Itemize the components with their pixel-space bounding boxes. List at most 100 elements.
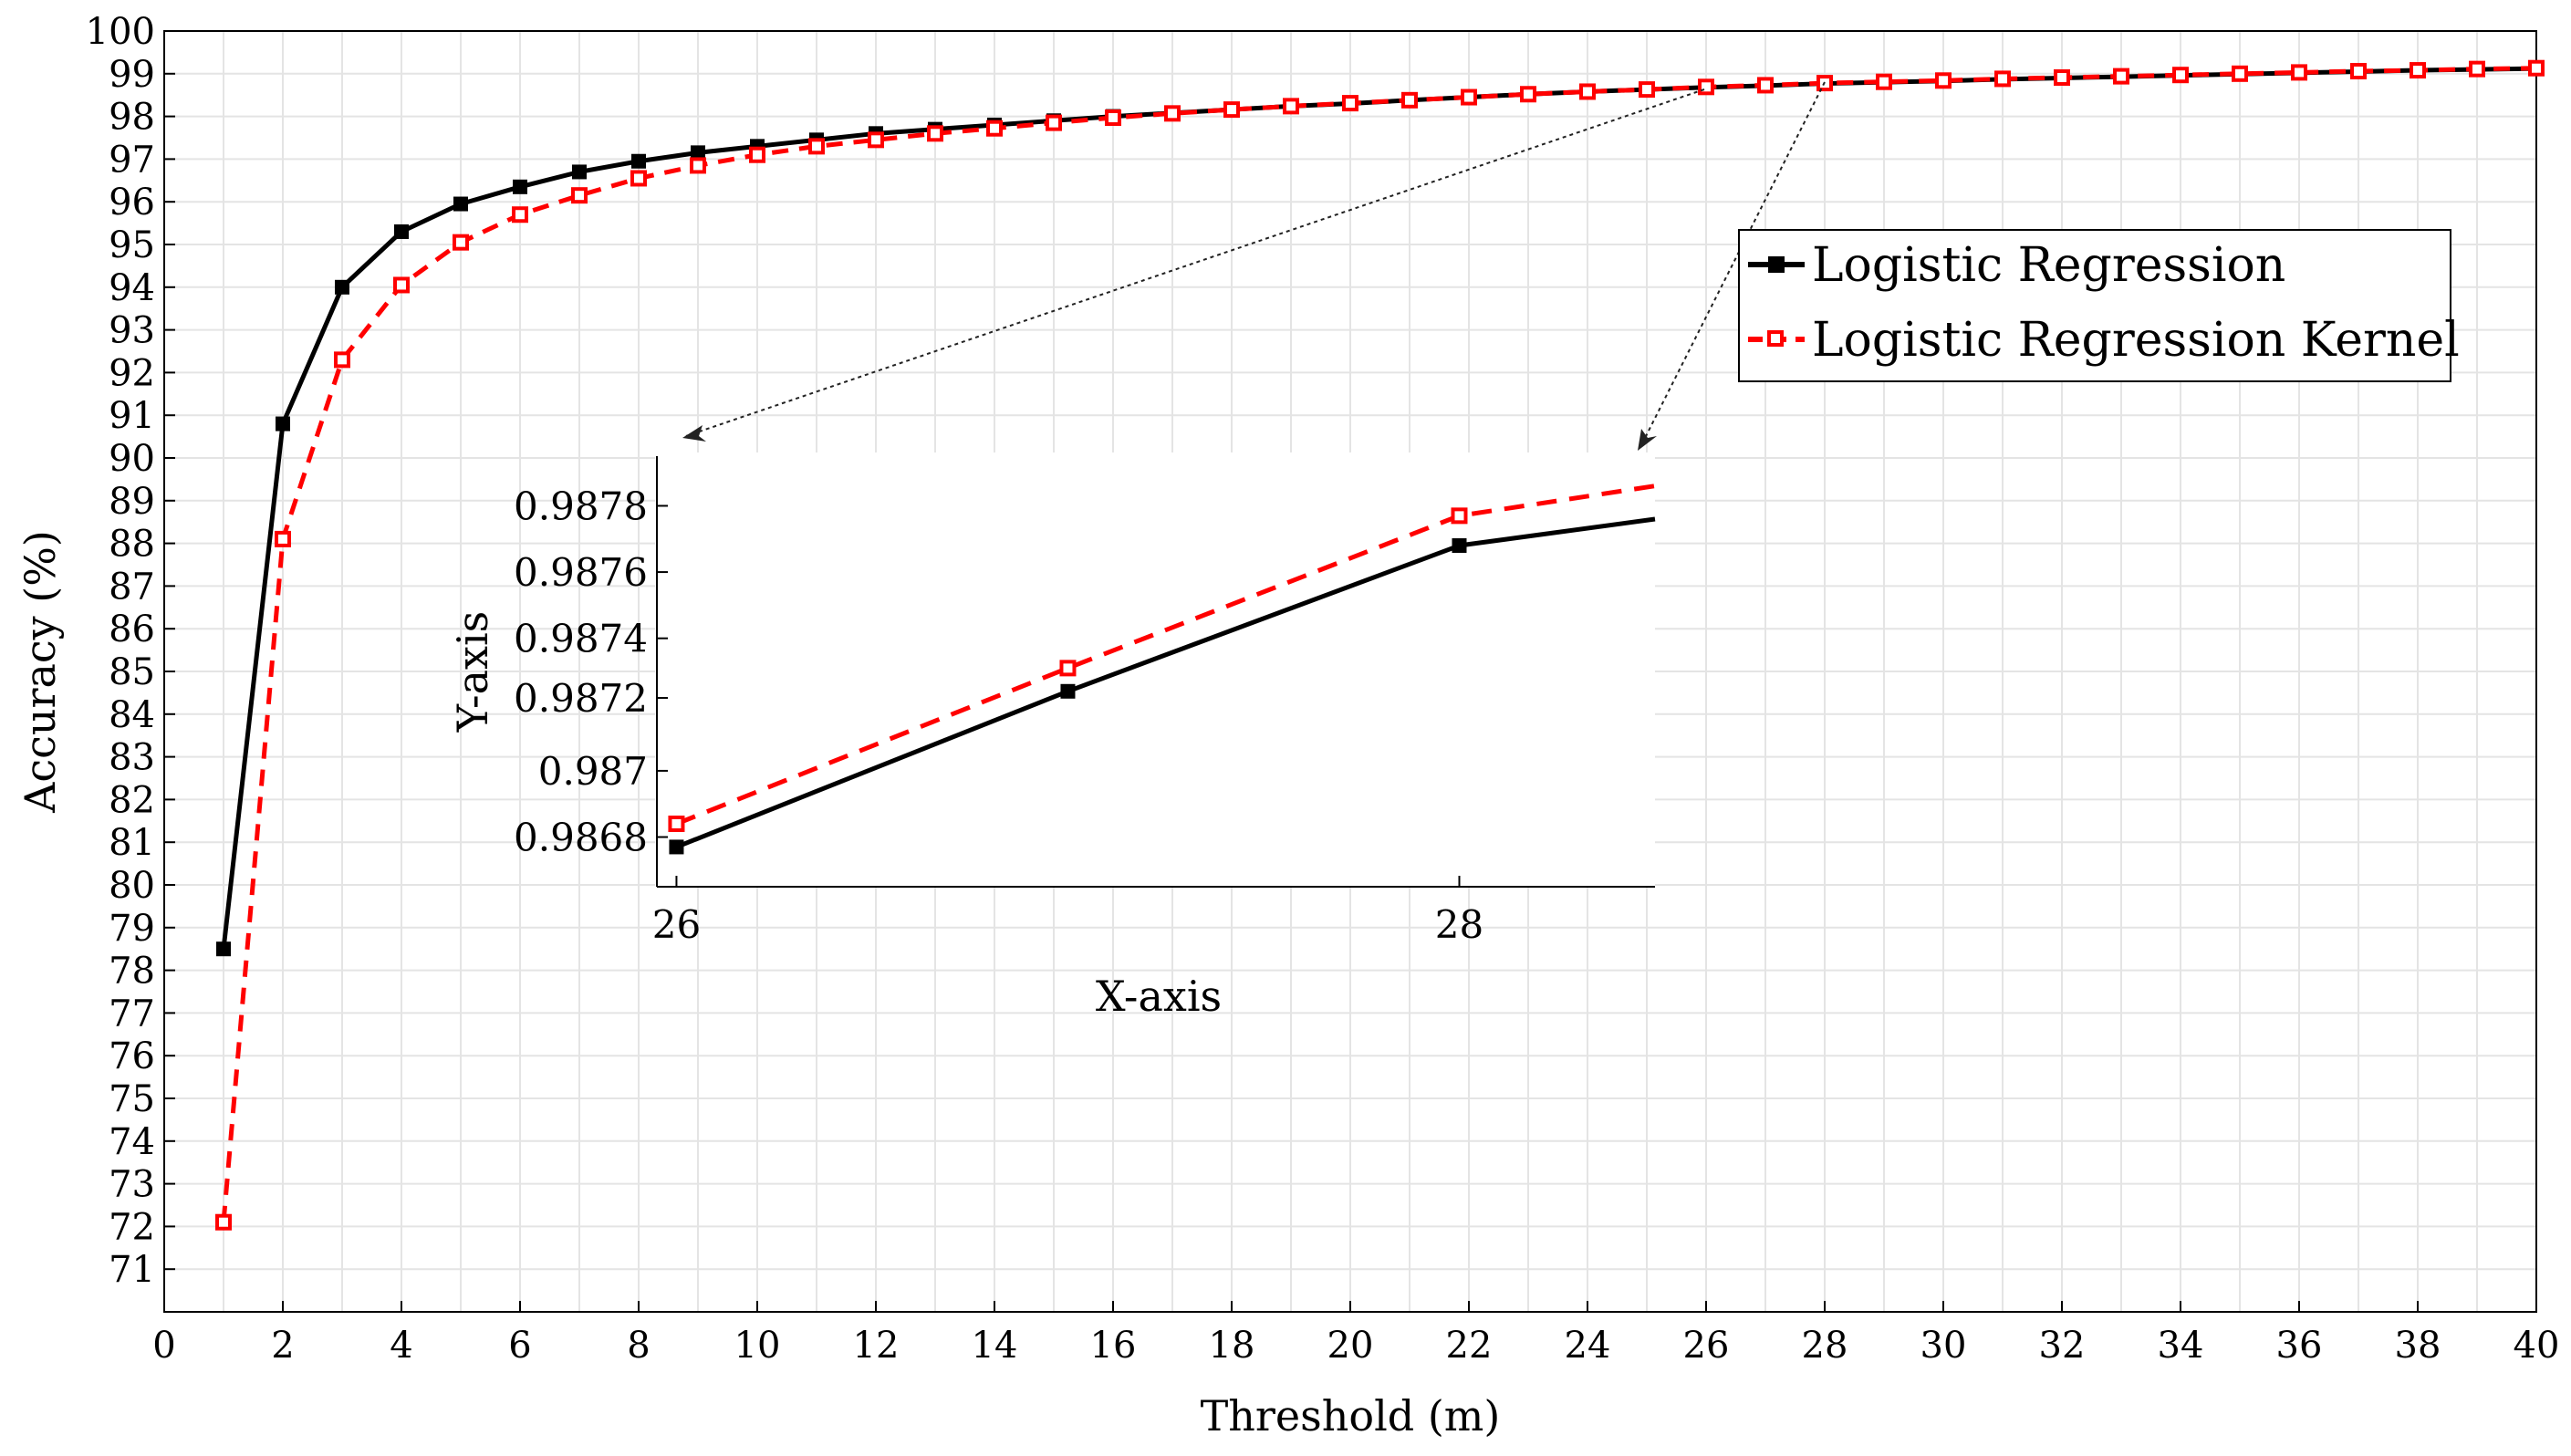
y-tick-label-79: 79 — [109, 908, 155, 950]
legend: Logistic Regression Logistic Regression … — [1738, 229, 2460, 382]
point-logistic-regression-kernel — [1935, 72, 1952, 89]
x-tick-label-32: 32 — [2039, 1325, 2086, 1367]
inset-x-tick-label-26: 26 — [652, 902, 701, 947]
legend-item-logistic-regression: Logistic Regression — [1748, 238, 2285, 293]
inset-y-tick-label-0-9872: 0.9872 — [514, 676, 648, 721]
point-logistic-regression-kernel — [215, 1213, 232, 1231]
point-logistic-regression-kernel — [868, 131, 884, 149]
inset-y-tick-label-0-9868: 0.9868 — [514, 816, 648, 860]
x-tick-label-4: 4 — [390, 1325, 412, 1367]
x-tick-label-40: 40 — [2514, 1325, 2560, 1367]
y-tick-label-100: 100 — [86, 11, 155, 53]
legend-marker-logistic-regression — [1768, 256, 1785, 273]
inset-line-logistic-regression — [675, 516, 1656, 849]
point-logistic-regression-kernel — [2232, 65, 2248, 82]
point-logistic-regression-kernel — [1283, 98, 1299, 115]
point-logistic-regression-kernel — [275, 530, 291, 547]
y-tick-label-81: 81 — [109, 822, 155, 864]
point-logistic-regression — [216, 941, 231, 957]
inset-plot: 26 28 0.9868 0.987 0.9872 0.9874 0.9876 0.9878… — [448, 452, 1656, 1021]
legend-box — [1738, 229, 2451, 382]
x-tick-label-20: 20 — [1327, 1325, 1374, 1367]
point-logistic-regression — [513, 179, 527, 194]
y-tick-label-77: 77 — [109, 993, 155, 1035]
inset-y-tick-label-0-9876: 0.9876 — [514, 550, 648, 595]
inset-line-logistic-regression-kernel — [675, 484, 1656, 827]
point-logistic-regression-kernel — [1579, 83, 1596, 100]
point-logistic-regression-kernel — [2113, 68, 2129, 85]
y-tick-label-82: 82 — [109, 779, 155, 821]
zoom-arrowhead-right — [1638, 429, 1657, 451]
point-logistic-regression-kernel — [1639, 81, 1655, 99]
point-logistic-regression-kernel — [453, 234, 469, 251]
point-logistic-regression-kernel — [1401, 91, 1418, 109]
point-logistic-regression-kernel — [749, 146, 765, 163]
inset-y-axis-title: Y-axis — [448, 611, 497, 733]
y-tick-label-86: 86 — [109, 608, 155, 650]
point-logistic-regression-kernel — [1698, 78, 1714, 96]
x-tick-label-14: 14 — [972, 1325, 1018, 1367]
point-logistic-regression-kernel — [1520, 86, 1536, 103]
y-tick-label-98: 98 — [109, 97, 155, 139]
y-tick-label-75: 75 — [109, 1078, 155, 1120]
point-logistic-regression-kernel — [571, 187, 588, 204]
x-tick-label-10: 10 — [734, 1325, 781, 1367]
y-tick-label-87: 87 — [109, 566, 155, 608]
y-tick-label-91: 91 — [109, 395, 155, 437]
point-logistic-regression — [394, 224, 409, 239]
y-tick-label-76: 76 — [109, 1035, 155, 1077]
y-tick-label-92: 92 — [109, 352, 155, 394]
series-logistic-regression-kernel — [215, 59, 2545, 1231]
point-logistic-regression-kernel — [2291, 64, 2307, 81]
point-logistic-regression — [631, 153, 646, 169]
point-logistic-regression-kernel — [334, 351, 350, 369]
y-tick-label-73: 73 — [109, 1164, 155, 1206]
x-tick-label-18: 18 — [1209, 1325, 1255, 1367]
x-tick-label-6: 6 — [508, 1325, 531, 1367]
x-tick-label-26: 26 — [1683, 1325, 1730, 1367]
point-logistic-regression-kernel — [2469, 60, 2485, 78]
point-logistic-regression-kernel — [1164, 105, 1181, 122]
point-logistic-regression — [453, 196, 468, 212]
x-tick-label-22: 22 — [1446, 1325, 1493, 1367]
y-tick-label-93: 93 — [109, 310, 155, 352]
zoom-connector-right — [1639, 81, 1826, 448]
inset-series-logistic-regression-kernel — [668, 484, 1656, 833]
inset-y-tick-label-0-9878: 0.9878 — [514, 484, 648, 528]
inset-point-logistic-regression-kernel — [1451, 507, 1468, 525]
y-tick-label-84: 84 — [109, 694, 155, 736]
point-logistic-regression-kernel — [690, 157, 706, 174]
point-logistic-regression-kernel — [927, 125, 943, 142]
inset-y-tick-label-0-9874: 0.9874 — [514, 617, 648, 661]
x-tick-label-38: 38 — [2395, 1325, 2441, 1367]
inset-point-logistic-regression — [669, 839, 684, 855]
main-x-ticks: 0 2 4 6 8 10 12 14 16 18 20 22 24 26 28 30 32 34 36 38 40 — [152, 1301, 2559, 1367]
point-logistic-regression-kernel — [986, 120, 1003, 137]
y-tick-label-97: 97 — [109, 139, 155, 181]
legend-label-logistic-regression: Logistic Regression — [1812, 238, 2285, 293]
zoom-arrowhead-left — [682, 425, 706, 442]
y-tick-label-89: 89 — [109, 481, 155, 523]
y-tick-label-85: 85 — [109, 651, 155, 693]
inset-point-logistic-regression-kernel — [1059, 660, 1077, 677]
point-logistic-regression — [572, 164, 587, 180]
inset-point-logistic-regression-kernel — [668, 816, 685, 833]
point-logistic-regression-kernel — [2528, 59, 2545, 77]
inset-x-ticks: 26 28 — [652, 876, 1483, 947]
y-tick-label-95: 95 — [109, 224, 155, 266]
x-tick-label-12: 12 — [853, 1325, 900, 1367]
x-tick-label-0: 0 — [152, 1325, 175, 1367]
x-tick-label-24: 24 — [1565, 1325, 1611, 1367]
point-logistic-regression-kernel — [2172, 67, 2189, 84]
x-tick-label-16: 16 — [1090, 1325, 1137, 1367]
y-tick-label-99: 99 — [109, 54, 155, 96]
y-tick-label-80: 80 — [109, 865, 155, 907]
inset-x-axis-title: X-axis — [1096, 972, 1222, 1021]
point-logistic-regression-kernel — [1223, 101, 1240, 119]
legend-marker-logistic-regression-kernel — [1767, 330, 1784, 347]
point-logistic-regression-kernel — [630, 170, 647, 187]
line-logistic-regression-kernel — [221, 66, 2537, 1222]
x-tick-label-34: 34 — [2158, 1325, 2204, 1367]
inset-y-tick-label-0-987: 0.987 — [538, 749, 648, 794]
point-logistic-regression-kernel — [1876, 73, 1892, 90]
